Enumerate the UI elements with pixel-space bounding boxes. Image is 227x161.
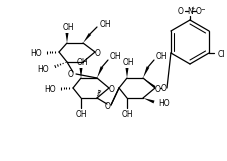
- Text: O: O: [195, 6, 201, 15]
- Text: +: +: [190, 6, 195, 11]
- Text: HO: HO: [30, 48, 42, 57]
- Polygon shape: [96, 66, 103, 78]
- Text: N: N: [186, 6, 192, 15]
- Text: O: O: [95, 48, 101, 57]
- Polygon shape: [79, 68, 82, 78]
- Text: HO: HO: [158, 99, 169, 108]
- Text: O: O: [154, 85, 160, 94]
- Text: OH: OH: [75, 109, 86, 118]
- Text: O: O: [105, 101, 111, 110]
- Polygon shape: [65, 33, 68, 43]
- Text: O: O: [160, 84, 166, 93]
- Polygon shape: [83, 33, 91, 43]
- Polygon shape: [142, 66, 149, 78]
- Text: O: O: [109, 85, 114, 94]
- Text: OH: OH: [121, 109, 132, 118]
- Text: OH: OH: [122, 57, 133, 66]
- Text: OH: OH: [99, 19, 110, 28]
- Text: OH: OH: [109, 52, 120, 61]
- Text: OH: OH: [62, 23, 74, 32]
- Text: Cl: Cl: [216, 49, 224, 58]
- Text: HO: HO: [37, 65, 49, 74]
- Polygon shape: [142, 98, 154, 103]
- Polygon shape: [142, 78, 155, 88]
- Text: OH: OH: [155, 52, 166, 61]
- Text: −: −: [200, 6, 204, 11]
- Text: O: O: [68, 70, 74, 79]
- Text: HO: HO: [44, 85, 56, 94]
- Text: OH: OH: [76, 57, 87, 66]
- Text: O: O: [177, 6, 183, 15]
- Polygon shape: [125, 68, 128, 78]
